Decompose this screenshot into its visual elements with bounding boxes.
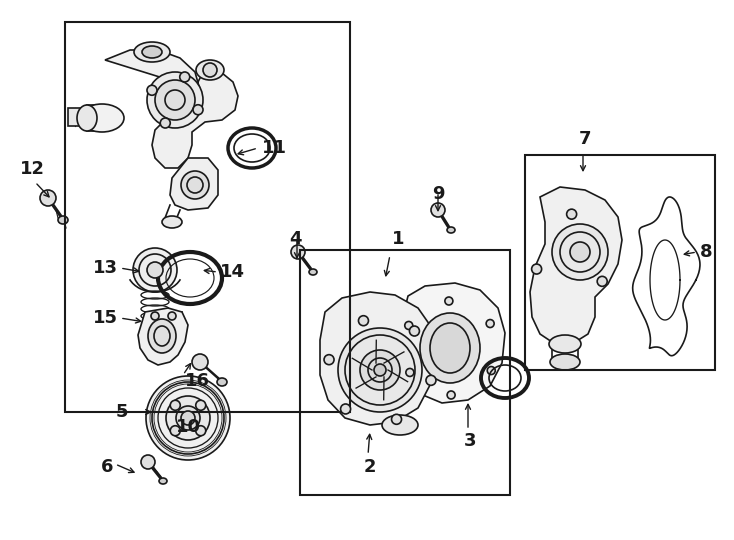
Circle shape xyxy=(324,355,334,365)
Text: 1: 1 xyxy=(392,230,404,248)
Ellipse shape xyxy=(77,105,97,131)
Circle shape xyxy=(291,245,305,259)
Text: 4: 4 xyxy=(288,230,301,248)
Ellipse shape xyxy=(196,60,224,80)
Circle shape xyxy=(166,396,210,440)
Text: 7: 7 xyxy=(578,130,592,148)
Circle shape xyxy=(341,404,351,414)
Circle shape xyxy=(597,276,607,286)
Circle shape xyxy=(147,85,157,95)
Bar xyxy=(300,250,510,495)
Circle shape xyxy=(445,297,453,305)
Text: 9: 9 xyxy=(432,185,444,203)
Circle shape xyxy=(193,105,203,114)
Text: 11: 11 xyxy=(262,139,287,157)
Bar xyxy=(68,108,90,126)
Ellipse shape xyxy=(420,313,480,383)
Text: 14: 14 xyxy=(220,263,245,281)
Ellipse shape xyxy=(217,378,227,386)
Polygon shape xyxy=(530,187,622,344)
Ellipse shape xyxy=(80,104,124,132)
Ellipse shape xyxy=(550,354,580,370)
Circle shape xyxy=(151,312,159,320)
Circle shape xyxy=(426,375,436,386)
Circle shape xyxy=(40,190,56,206)
Ellipse shape xyxy=(430,323,470,373)
Circle shape xyxy=(168,312,176,320)
Ellipse shape xyxy=(549,335,581,353)
Circle shape xyxy=(141,455,155,469)
Circle shape xyxy=(181,411,195,425)
Circle shape xyxy=(133,248,177,292)
Circle shape xyxy=(181,171,209,199)
Circle shape xyxy=(486,320,494,328)
Text: 6: 6 xyxy=(101,458,113,476)
Circle shape xyxy=(531,264,542,274)
Circle shape xyxy=(567,209,577,219)
Polygon shape xyxy=(138,308,188,365)
Text: 15: 15 xyxy=(93,309,118,327)
Circle shape xyxy=(360,350,400,390)
Ellipse shape xyxy=(58,216,68,224)
Ellipse shape xyxy=(148,319,176,353)
Circle shape xyxy=(404,321,413,329)
Polygon shape xyxy=(105,50,238,168)
Text: 5: 5 xyxy=(115,403,128,421)
Text: 10: 10 xyxy=(175,418,200,436)
Bar xyxy=(65,22,350,412)
Ellipse shape xyxy=(447,227,455,233)
Circle shape xyxy=(146,376,230,460)
Polygon shape xyxy=(320,292,435,425)
Text: 3: 3 xyxy=(464,432,476,450)
Circle shape xyxy=(196,426,206,436)
Circle shape xyxy=(180,72,189,82)
Circle shape xyxy=(147,262,163,278)
Circle shape xyxy=(552,224,608,280)
Ellipse shape xyxy=(142,46,162,58)
Circle shape xyxy=(570,242,590,262)
Text: 2: 2 xyxy=(364,458,377,476)
Text: 8: 8 xyxy=(700,243,713,261)
Circle shape xyxy=(196,400,206,410)
Circle shape xyxy=(147,72,203,128)
Text: 12: 12 xyxy=(20,160,45,178)
Ellipse shape xyxy=(159,478,167,484)
Circle shape xyxy=(406,368,414,376)
Bar xyxy=(525,155,715,370)
Circle shape xyxy=(410,326,419,336)
Circle shape xyxy=(203,63,217,77)
Circle shape xyxy=(170,426,181,436)
Circle shape xyxy=(358,316,368,326)
Ellipse shape xyxy=(382,415,418,435)
Circle shape xyxy=(176,406,200,430)
Circle shape xyxy=(338,328,422,412)
Ellipse shape xyxy=(162,216,182,228)
Polygon shape xyxy=(170,158,218,210)
Circle shape xyxy=(155,80,195,120)
Circle shape xyxy=(170,400,181,410)
Circle shape xyxy=(192,354,208,370)
Text: 16: 16 xyxy=(185,372,210,390)
Ellipse shape xyxy=(309,269,317,275)
Ellipse shape xyxy=(134,42,170,62)
Polygon shape xyxy=(398,283,505,403)
Circle shape xyxy=(487,367,495,375)
Circle shape xyxy=(391,414,401,424)
Circle shape xyxy=(374,364,386,376)
Circle shape xyxy=(431,203,445,217)
Circle shape xyxy=(447,391,455,399)
Text: 13: 13 xyxy=(93,259,118,277)
Circle shape xyxy=(160,118,170,128)
